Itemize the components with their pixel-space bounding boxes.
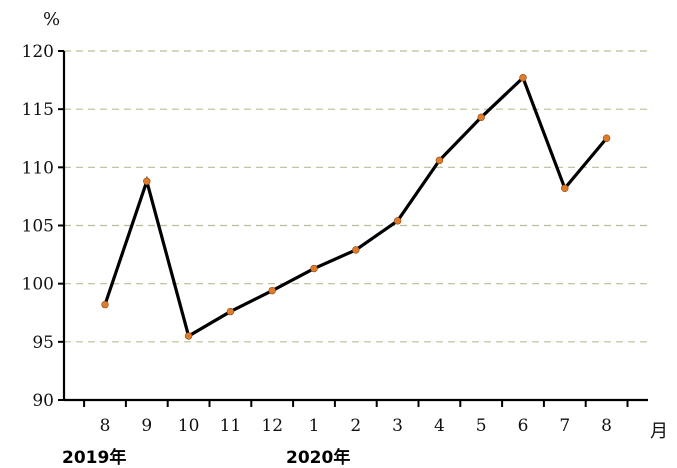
y-tick-label-110: 110 [22, 158, 54, 178]
data-point-0 [101, 300, 109, 309]
x-tick-label-4: 12 [261, 416, 283, 436]
y-tick-label-120: 120 [22, 42, 54, 62]
data-point-3 [226, 307, 235, 316]
x-axis-unit-label: 月 [650, 421, 668, 442]
data-point-4 [268, 286, 276, 295]
series-line-0 [103, 74, 608, 339]
y-tick-label-100: 100 [22, 275, 54, 295]
y-axis-unit-label: % [43, 9, 60, 30]
x-tick-label-1: 9 [141, 416, 152, 436]
data-point-11 [561, 184, 569, 192]
x-tick-label-0: 8 [100, 416, 111, 436]
year-label-2020: 2020年 [286, 447, 350, 468]
y-tick-label-115: 115 [22, 100, 54, 120]
x-tick-labels: 8 9 10 11 12 1 2 3 4 5 6 7 8 [100, 416, 612, 436]
x-tick-label-11: 7 [559, 416, 570, 436]
x-tick-label-2: 10 [178, 416, 200, 436]
data-point-2 [184, 332, 193, 340]
year-label-2019: 2019年 [62, 447, 126, 468]
x-tick-label-10: 6 [518, 416, 529, 436]
y-tick-label-90: 90 [32, 391, 54, 411]
x-tick-label-9: 5 [476, 416, 487, 436]
data-point-1 [143, 177, 151, 185]
y-tick-labels: 90 95 100 105 110 115 120 [22, 42, 54, 411]
x-tick-label-5: 1 [309, 416, 320, 436]
x-tick-label-7: 3 [392, 416, 403, 436]
y-tick-label-95: 95 [32, 333, 54, 353]
data-point-7 [393, 217, 402, 225]
axes [58, 50, 648, 407]
series-line-group [101, 74, 611, 340]
y-tick-label-105: 105 [22, 217, 54, 237]
data-point-9 [477, 113, 485, 122]
data-point-5 [310, 264, 318, 273]
data-point-10 [519, 74, 527, 82]
x-tick-label-12: 8 [601, 416, 612, 436]
data-point-12 [602, 134, 611, 142]
x-tick-label-3: 11 [220, 416, 242, 436]
data-point-6 [352, 246, 360, 254]
gridlines [64, 50, 648, 343]
x-tick-label-6: 2 [350, 416, 361, 436]
x-tick-label-8: 4 [434, 416, 445, 436]
data-point-8 [435, 156, 444, 165]
